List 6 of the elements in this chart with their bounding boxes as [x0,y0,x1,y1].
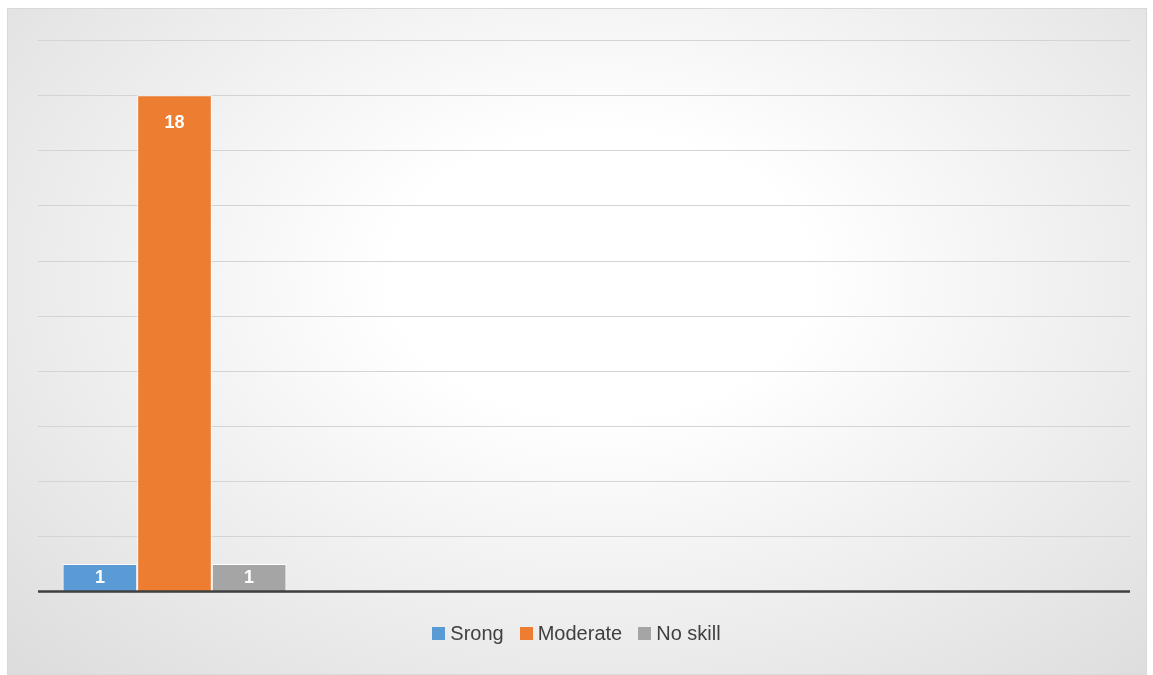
data-label: 1 [94,566,105,587]
legend-label: Moderate [537,622,623,644]
data-label: 1 [244,566,255,587]
legend-label: No skill [656,622,721,644]
data-label: 18 [164,112,185,133]
legend-label: Srong [450,622,504,644]
